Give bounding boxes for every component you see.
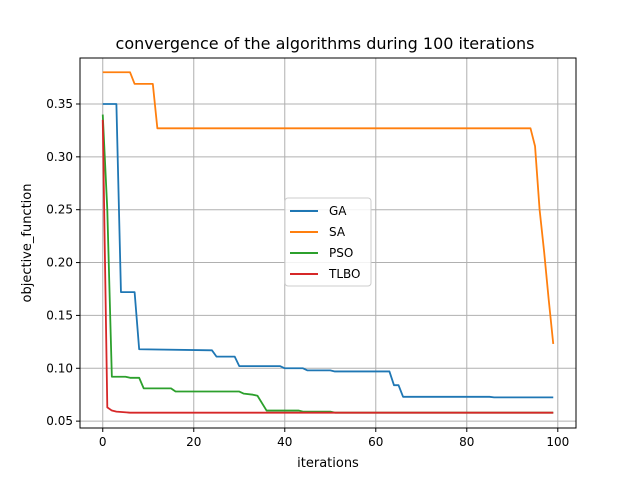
x-axis-label: iterations [297, 456, 359, 471]
axis-ticks: 0 20 40 60 80 100 0.05 0.10 0.15 0.20 0.25 0.30 0.35 [46, 97, 569, 449]
chart-title: convergence of the algorithms during 100… [116, 34, 535, 53]
series-lines [101, 71, 555, 414]
series-line-pso [101, 114, 554, 414]
y-tick-label: 0.05 [46, 414, 73, 428]
y-tick-label: 0.30 [46, 150, 73, 164]
x-tick-label: 20 [186, 435, 201, 449]
x-tick-label: 60 [368, 435, 383, 449]
legend-box [284, 197, 372, 287]
x-tick-label: 40 [277, 435, 292, 449]
plot-frame [79, 57, 577, 429]
x-tick-label: 100 [546, 435, 569, 449]
grid [80, 58, 576, 428]
legend-label-ga: GA [329, 204, 347, 218]
y-tick-label: 0.10 [46, 361, 73, 375]
y-tick-label: 0.15 [46, 308, 73, 322]
series-line-tlbo [101, 119, 554, 414]
legend-label-sa: SA [329, 225, 346, 239]
legend-label-pso: PSO [329, 246, 353, 260]
x-tick-label: 80 [459, 435, 474, 449]
y-tick-label: 0.35 [46, 97, 73, 111]
y-tick-label: 0.20 [46, 256, 73, 270]
legend: GA SA PSO TLBO [284, 197, 372, 287]
series-line-ga [102, 103, 554, 399]
y-axis-label: objective_function [20, 184, 35, 303]
x-tick-label: 0 [99, 435, 107, 449]
y-tick-label: 0.25 [46, 203, 73, 217]
series-line-sa [102, 71, 555, 345]
legend-label-tlbo: TLBO [328, 267, 360, 281]
